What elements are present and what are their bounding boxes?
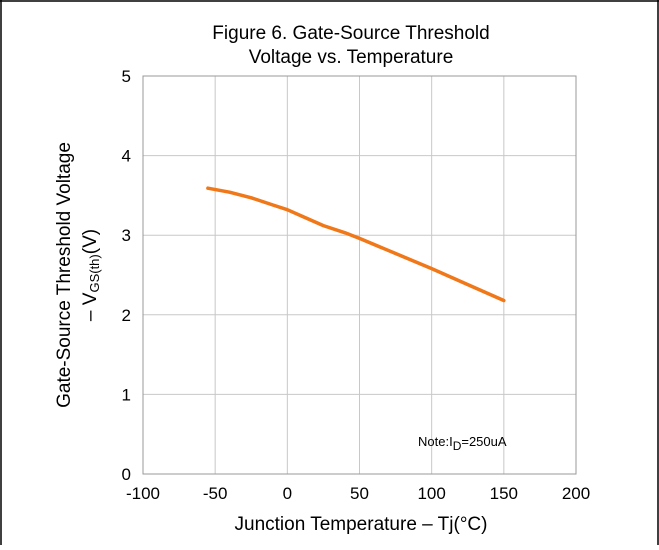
chart-title-line-1: Figure 6. Gate-Source Threshold	[212, 23, 489, 44]
y-tick-label: 2	[122, 306, 131, 325]
y-tick-label: 5	[122, 67, 131, 86]
x-tick-label: 50	[350, 484, 369, 503]
y-axis-label-line-2: – VGS(th)(V)	[80, 229, 102, 321]
x-tick-label: 100	[417, 484, 445, 503]
x-tick-label: 150	[490, 484, 518, 503]
y-tick-label: 3	[122, 226, 131, 245]
y-tick-label: 1	[122, 385, 131, 404]
x-tick-label: 0	[283, 484, 292, 503]
y-tick-label: 0	[122, 465, 131, 484]
x-axis-label: Junction Temperature – Tj(°C)	[235, 514, 488, 535]
y-tick-labels: 0 1 2 3 4 5	[122, 67, 131, 484]
x-tick-label: -100	[126, 484, 160, 503]
x-tick-label: 200	[562, 484, 590, 503]
y-axis-label: Gate-Source Threshold Voltage – VGS(th)(…	[54, 142, 102, 408]
plot-area-border	[142, 75, 577, 475]
series-group	[206, 186, 506, 303]
test-condition-note: Note:ID=250uA	[418, 434, 507, 453]
grid-lines	[142, 75, 577, 475]
chart-title-line-2: Voltage vs. Temperature	[249, 47, 454, 68]
y-axis-label-line-1: Gate-Source Threshold Voltage	[54, 142, 75, 408]
x-tick-labels: -100 -50 0 50 100 150 200	[126, 484, 590, 503]
y-tick-label: 4	[122, 147, 131, 166]
x-tick-label: -50	[203, 484, 228, 503]
series-line	[206, 186, 506, 303]
